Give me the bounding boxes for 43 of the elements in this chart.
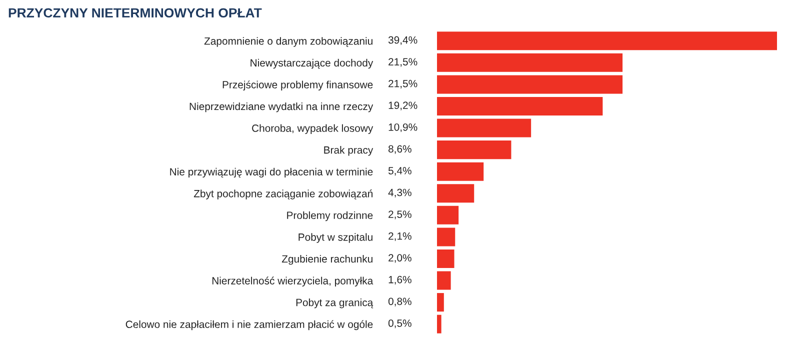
data-label: 0,5%	[388, 320, 412, 328]
data-label: 8,6%	[388, 145, 412, 154]
bar	[437, 314, 442, 334]
bar	[437, 118, 532, 138]
y-tick-label: Problemy rodzinne	[287, 211, 373, 222]
text: PRZYCZYNY NIETERMINOWYCH OPŁAT	[8, 8, 262, 18]
y-tick-label: Pobyt w szpitalu	[298, 233, 372, 243]
bar	[437, 140, 512, 160]
data-label: 21,5%	[388, 58, 418, 67]
data-label: 21,5%	[388, 80, 418, 88]
bar	[437, 228, 456, 246]
bar	[437, 162, 484, 181]
bar	[437, 271, 451, 290]
bar	[437, 206, 459, 224]
bar	[437, 32, 777, 50]
data-label: 0,8%	[388, 298, 412, 306]
y-tick-label: Przejściowe problemy finansowe	[222, 80, 373, 90]
data-label: 2,5%	[388, 210, 412, 220]
y-tick-label: Zgubienie rachunku	[282, 254, 372, 265]
bar	[437, 293, 444, 312]
data-label: 2,1%	[388, 232, 412, 241]
bar	[437, 53, 623, 72]
y-tick-label: Zbyt pochopne zaciąganie zobowiązań	[194, 190, 372, 200]
y-tick-label: Niewystarczające dochody	[250, 58, 374, 69]
y-tick-label: Pobyt za granicą	[296, 298, 374, 308]
data-label: 5,4%	[388, 167, 412, 176]
data-label: 4,3%	[388, 188, 412, 198]
data-label: 2,0%	[388, 254, 412, 263]
y-tick-label: Brak pracy	[324, 146, 374, 156]
bar	[437, 75, 623, 94]
y-tick-label: Celowo nie zapłaciłem i nie zamierzam płacić w ogóle	[126, 320, 373, 330]
data-label: 19,2%	[388, 102, 418, 110]
y-tick-label: Nierzetelność wierzyciela, pomyłka	[212, 276, 374, 287]
y-tick-label: Zapomnienie o danym zobowiązaniu	[204, 37, 372, 47]
bar	[437, 249, 454, 268]
data-label: 1,6%	[388, 276, 412, 285]
bar	[437, 184, 474, 203]
data-label: 39,4%	[388, 36, 418, 45]
y-tick-label: Nieprzewidziane wydatki na inne rzeczy	[190, 102, 374, 112]
bar	[437, 96, 603, 116]
data-label: 10,9%	[388, 123, 418, 132]
y-tick-label: Nie przywiązuję wagi do płacenia w terminie	[170, 168, 373, 178]
y-tick-label: Choroba, wypadek losowy	[252, 124, 374, 134]
